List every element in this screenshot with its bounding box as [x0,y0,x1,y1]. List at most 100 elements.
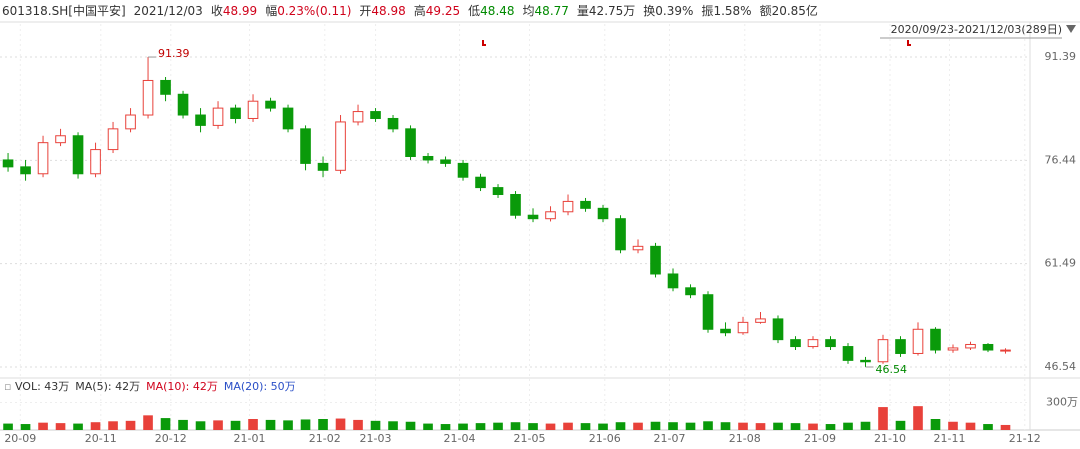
candle-body [702,294,714,330]
volume-bar [90,422,101,430]
candle-body [457,162,469,178]
quote-item: 额20.85亿 [760,4,818,18]
volume-bar [493,422,503,430]
x-tick-label: 20-09 [4,432,36,445]
volume-bar [510,422,521,430]
volume-bar [248,419,258,430]
quote-item: 振1.58% [701,4,751,18]
candle-body [632,245,644,251]
candle-body [667,273,679,289]
volume-bar [440,424,451,430]
candle-body [387,117,399,130]
x-tick-label: 21-08 [729,432,761,445]
candle-body [422,155,434,161]
candle-body [125,114,136,130]
candle-body [107,128,119,151]
candle-body [947,347,959,351]
quote-item: 收48.99 [211,4,257,18]
quote-item: 幅0.23%(0.11) [265,4,351,18]
volume-bar [563,422,573,430]
candle-body [475,176,486,189]
candle-body [370,111,381,119]
quote-label: 振 [701,4,714,18]
volume-bar [318,419,328,430]
candle-body [580,200,591,209]
quote-item: 高49.25 [414,4,460,18]
quote-label: 高 [413,4,426,18]
candle-body [212,107,224,126]
quote-value: 0.23%(0.11) [277,4,352,18]
candle-body [650,245,661,275]
x-tick-label: 21-07 [654,432,686,445]
volume-bar [983,424,993,430]
candle-body [90,149,101,175]
volume-bar [528,423,538,430]
volume-bar [230,420,241,430]
volume-bar [895,420,906,430]
quote-value: 48.98 [371,4,406,18]
candle-body [247,100,259,119]
candle-body [55,135,66,144]
volume-header-item: MA(20): 50万 [224,380,296,393]
volume-bar [458,423,468,430]
candle-body [405,128,416,157]
y-tick-label: 91.39 [1045,50,1077,63]
candle-body [142,79,154,116]
quote-value: 42.75万 [588,4,636,18]
volume-bar [195,421,206,430]
volume-bar [143,415,153,430]
volume-bar [108,421,118,430]
date: 2021/12/03 [133,4,203,18]
candle-body [317,162,329,171]
volume-bar [685,422,696,430]
volume-bar [38,422,48,430]
y-tick-label: 46.54 [1045,360,1077,373]
v-tick-label: 300万 [1046,396,1078,409]
volume-bar [265,419,276,430]
volume-bar [423,423,433,430]
volume-bar [948,421,958,430]
candle-body [20,166,31,175]
candle-body [772,318,784,341]
volume-bar [913,406,923,430]
quote-value: 48.77 [534,4,569,18]
volume-icon: ▫ [4,380,15,393]
volume-bar [668,422,678,430]
volume-header-item: MA(5): 42万 [75,380,140,393]
volume-header-item: MA(10): 42万 [146,380,218,393]
candle-body [982,343,994,351]
volume-bar [633,422,643,430]
volume-bar [283,420,293,430]
event-marker [907,40,911,46]
y-tick-label: 61.49 [1045,257,1077,270]
candle-body [720,328,731,334]
candle-body [2,159,14,168]
candle-body [737,321,749,334]
candle-body [335,121,346,171]
volume-header-item: VOL: 43万 [15,380,69,393]
y-tick-label: 76.44 [1045,153,1077,166]
volume-bar [860,421,871,430]
quote-item: 开48.98 [359,4,405,18]
volume-bar [738,422,748,430]
candle-body [195,114,206,126]
annotation: 91.39 [158,47,190,60]
quote-value: 48.99 [222,4,258,18]
volume-bar [598,423,608,430]
quote-item: 均48.77 [523,4,569,18]
candle-body [1000,349,1011,352]
candle-body [352,111,364,123]
candle-body [965,343,976,349]
range-arrow [1066,25,1076,33]
quote-value: 49.25 [425,4,461,18]
volume-bar [475,423,486,430]
candle-body [492,187,504,196]
volume-bar [353,419,363,430]
volume-bar [580,423,591,430]
x-tick-label: 21-11 [934,432,966,445]
x-tick-label: 21-01 [234,432,266,445]
x-tick-label: 21-03 [360,432,392,445]
volume-bar [878,407,888,430]
candle-body [300,128,311,164]
